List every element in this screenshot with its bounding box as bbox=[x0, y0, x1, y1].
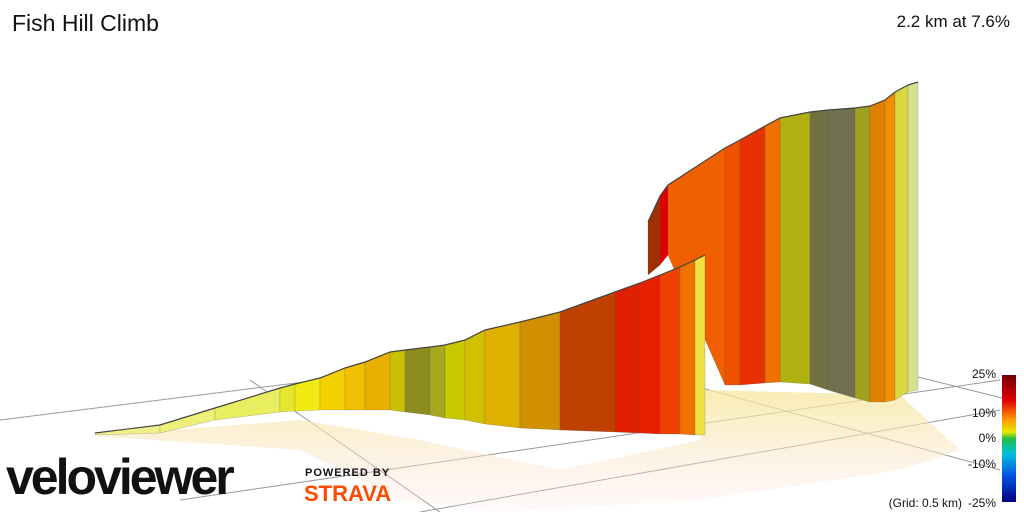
ribbon-segment bbox=[484, 321, 521, 429]
back-ribbon bbox=[647, 81, 919, 403]
ribbon-segment bbox=[809, 109, 829, 391]
ribbon-edge bbox=[94, 254, 706, 434]
ribbon-segment bbox=[464, 329, 486, 425]
scale-label: 10% bbox=[971, 406, 996, 420]
ribbon-segment bbox=[779, 111, 811, 385]
ribbon-segment bbox=[894, 84, 909, 401]
ribbon-segment bbox=[429, 344, 446, 419]
ribbon-segment bbox=[639, 274, 661, 435]
ribbon-segment bbox=[884, 91, 896, 403]
logo: veloviewer bbox=[6, 449, 235, 505]
scale-label: 25% bbox=[971, 367, 996, 381]
ribbon-segment bbox=[659, 184, 669, 266]
ribbon-segment bbox=[679, 259, 696, 436]
ribbon-segment bbox=[519, 311, 561, 431]
title: Fish Hill Climb bbox=[12, 10, 159, 36]
ribbon-segment bbox=[614, 282, 641, 434]
ribbon-segment bbox=[404, 346, 431, 416]
ribbon-segment bbox=[854, 105, 871, 403]
ribbon-segment bbox=[444, 339, 466, 421]
ribbon-segment bbox=[869, 99, 886, 403]
ribbon-segment bbox=[907, 81, 919, 393]
front-ribbon bbox=[94, 254, 706, 436]
ribbon-segment bbox=[344, 361, 366, 411]
scale-label: -10% bbox=[967, 457, 996, 471]
ribbon-segment bbox=[739, 125, 766, 386]
ribbon-segment bbox=[559, 291, 616, 433]
summary: 2.2 km at 7.6% bbox=[896, 12, 1010, 31]
gradient-scale bbox=[1002, 375, 1016, 502]
ribbon-segment bbox=[389, 349, 406, 413]
ribbon-segment bbox=[279, 383, 296, 413]
partner-logo: STRAVA bbox=[304, 481, 392, 506]
scale-label: 0% bbox=[978, 431, 996, 445]
ribbon-edge bbox=[647, 81, 919, 223]
ribbon-segment bbox=[214, 387, 281, 421]
ribbon-segment bbox=[694, 254, 706, 436]
powered-by: POWERED BY bbox=[305, 467, 391, 479]
ribbon-segment bbox=[319, 367, 346, 411]
ribbon-segment bbox=[827, 107, 856, 399]
reflection bbox=[95, 390, 960, 512]
ribbon-segment bbox=[764, 117, 781, 384]
grid-note: (Grid: 0.5 km) bbox=[888, 496, 962, 510]
ribbon-segment bbox=[724, 139, 741, 386]
scale-label: -25% bbox=[967, 496, 996, 510]
ribbon-segment bbox=[659, 266, 681, 435]
